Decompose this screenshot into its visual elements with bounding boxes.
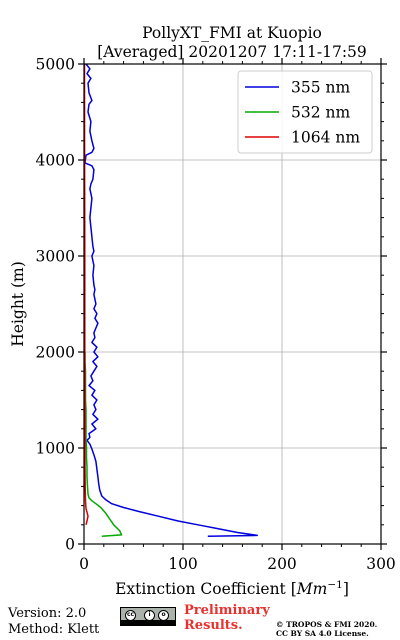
- y-tick-label: 0: [65, 536, 75, 554]
- extinction-profile-chart: PollyXT_FMI at Kuopio [Averaged] 2020120…: [9, 24, 396, 598]
- axis-ticks: [78, 58, 387, 550]
- x-tick-label: 300: [366, 555, 396, 573]
- x-tick-label: 200: [267, 555, 297, 573]
- copyright-note: © TROPOS & FMI 2020. CC BY SA 4.0 Licens…: [276, 620, 377, 638]
- preliminary-line-1: Preliminary: [184, 603, 270, 618]
- copyright-line-2: CC BY SA 4.0 License.: [276, 629, 369, 638]
- series-line-0: [84, 64, 259, 538]
- y-tick-label: 1000: [36, 440, 75, 458]
- x-tick-labels: 0 100 200 300: [79, 555, 396, 573]
- legend-label: 355 nm: [291, 79, 350, 97]
- legend-items: 355 nm 532 nm 1064 nm: [245, 79, 360, 147]
- x-axis-label: Extinction Coefficient [Mm−1]: [115, 579, 349, 598]
- plot-frame: [83, 63, 382, 545]
- legend-label: 1064 nm: [291, 129, 360, 147]
- chart-subtitle: [Averaged] 20201207 17:11-17:59: [97, 43, 367, 61]
- y-tick-label: 5000: [36, 56, 75, 74]
- y-tick-label: 2000: [36, 344, 75, 362]
- y-tick-labels: 0 1000 2000 3000 4000 5000: [36, 56, 75, 554]
- chart-title: PollyXT_FMI at Kuopio: [142, 24, 322, 42]
- footer-info: Version: 2.0 Method: Klett: [8, 606, 99, 638]
- method-text: Method: Klett: [8, 622, 100, 637]
- legend: 355 nm 532 nm 1064 nm: [237, 70, 373, 154]
- y-tick-label: 4000: [36, 152, 75, 170]
- legend-label: 532 nm: [291, 104, 350, 122]
- preliminary-results-note: Preliminary Results.: [184, 603, 270, 633]
- cc-license-badge: cc i o: [120, 607, 176, 626]
- legend-box: [237, 70, 373, 154]
- series-lines: [84, 64, 259, 538]
- x-tick-label: 0: [79, 555, 89, 573]
- x-tick-label: 100: [168, 555, 198, 573]
- y-tick-label: 3000: [36, 248, 75, 266]
- y-axis-label: Height (m): [9, 261, 27, 347]
- series-line-2: [84, 64, 89, 525]
- version-text: Version: 2.0: [8, 606, 87, 621]
- preliminary-line-2: Results.: [184, 618, 243, 633]
- copyright-line-1: © TROPOS & FMI 2020.: [276, 620, 378, 629]
